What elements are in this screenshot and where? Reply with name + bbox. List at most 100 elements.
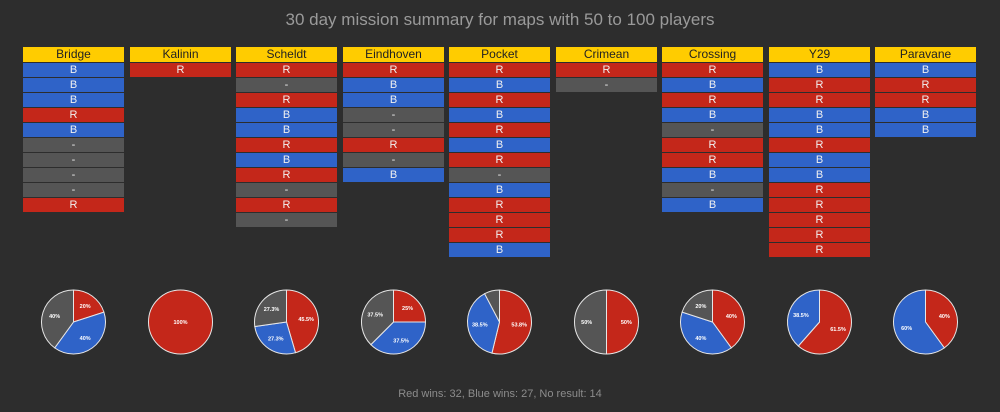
result-cell: R	[23, 197, 124, 212]
result-cell: R	[769, 77, 870, 92]
pie-slice	[254, 289, 287, 328]
result-cell: B	[875, 122, 976, 137]
result-cell: B	[236, 107, 337, 122]
pie-chart-y29: 61.5% 38.5%	[769, 288, 870, 368]
pie-slice	[712, 289, 745, 349]
result-cell: -	[662, 182, 763, 197]
pie-slice-label: 60%	[901, 326, 912, 332]
result-cell: -	[23, 152, 124, 167]
result-cell: B	[875, 62, 976, 77]
pie-slice-label: 37.5%	[393, 338, 409, 344]
pie-chart-scheldt: 45.5% 27.3% 27.3%	[236, 288, 337, 368]
pie-slice	[370, 321, 427, 355]
result-cell: B	[236, 122, 337, 137]
result-cell: -	[343, 122, 444, 137]
page-title: 30 day mission summary for maps with 50 …	[285, 10, 715, 29]
result-cell: -	[23, 137, 124, 152]
result-cell: B	[875, 107, 976, 122]
map-header: Paravane	[875, 47, 976, 62]
map-column-y29: Y29 B R R B B R B B R R R R R	[769, 47, 870, 257]
result-cell: B	[449, 137, 550, 152]
pie-slice	[491, 289, 532, 355]
result-cell: -	[23, 167, 124, 182]
result-cell: R	[769, 197, 870, 212]
pie-slice	[797, 289, 852, 355]
result-cell: -	[236, 77, 337, 92]
pie-slice-label: 37.5%	[367, 312, 383, 318]
result-cell: -	[23, 182, 124, 197]
map-header: Crossing	[662, 47, 763, 62]
result-cell: B	[769, 122, 870, 137]
result-cell: R	[449, 122, 550, 137]
map-header: Pocket	[449, 47, 550, 62]
pie-slice-label: 40%	[939, 314, 950, 320]
result-cell: R	[875, 92, 976, 107]
result-cell: R	[769, 182, 870, 197]
result-cell: B	[769, 167, 870, 182]
pie-slice	[254, 321, 297, 355]
pie-slice	[681, 289, 713, 323]
result-cell: R	[769, 137, 870, 152]
pie-chart-eindhoven: 25% 37.5% 37.5%	[343, 288, 444, 368]
result-cell: R	[449, 152, 550, 167]
map-column-bridge: Bridge B B B R B - - - - R	[23, 47, 124, 212]
pie-slice	[606, 289, 639, 355]
map-column-kalinin: Kalinin R	[130, 47, 231, 77]
result-cell: B	[23, 122, 124, 137]
result-cell: R	[769, 92, 870, 107]
result-cell: B	[662, 77, 763, 92]
result-cell: R	[343, 137, 444, 152]
result-cell: B	[449, 107, 550, 122]
result-cell: R	[130, 62, 231, 77]
result-cell: -	[449, 167, 550, 182]
result-cell: R	[449, 227, 550, 242]
pie-slice	[41, 289, 74, 349]
pie-slice-label: 53.8%	[511, 322, 527, 328]
pie-slice-label: 38.5%	[472, 322, 488, 328]
result-cell: B	[343, 167, 444, 182]
map-column-pocket: Pocket R B R B R B R - B R R R B	[449, 47, 550, 257]
map-column-crossing: Crossing R B R B - R R B - B	[662, 47, 763, 212]
map-header: Bridge	[23, 47, 124, 62]
pie-chart-kalinin: 100%	[130, 288, 231, 368]
map-column-eindhoven: Eindhoven R B B - - R - B	[343, 47, 444, 182]
result-cell: R	[662, 152, 763, 167]
result-cell: R	[23, 107, 124, 122]
result-cell: B	[449, 77, 550, 92]
result-cell: R	[343, 62, 444, 77]
result-cell: B	[662, 107, 763, 122]
pie-slice-label: 50%	[581, 320, 592, 326]
pie-chart-pocket: 53.8% 38.5%	[449, 288, 550, 368]
result-cell: R	[449, 197, 550, 212]
pie-chart-bridge: 20% 40% 40%	[23, 288, 124, 368]
result-cell: B	[23, 77, 124, 92]
map-header: Y29	[769, 47, 870, 62]
result-cell: B	[769, 62, 870, 77]
result-cell: R	[449, 92, 550, 107]
pie-slice-label: 45.5%	[298, 317, 314, 323]
result-cell: B	[769, 107, 870, 122]
pie-slice	[680, 311, 733, 355]
result-cell: -	[343, 107, 444, 122]
result-cell: B	[236, 152, 337, 167]
pie-slice-label: 20%	[80, 304, 91, 310]
map-column-paravane: Paravane B R R B B	[875, 47, 976, 137]
pie-slice	[893, 289, 946, 355]
pie-slice-label: 100%	[173, 320, 187, 326]
result-cell: B	[662, 167, 763, 182]
pie-slice-label: 40%	[726, 314, 737, 320]
result-cell: R	[236, 167, 337, 182]
result-cell: R	[662, 62, 763, 77]
pie-slice-label: 20%	[695, 304, 706, 310]
result-cell: R	[769, 227, 870, 242]
pie-slice-label: 27.3%	[268, 337, 284, 343]
pie-slice	[574, 289, 607, 355]
map-header: Kalinin	[130, 47, 231, 62]
result-cell: B	[343, 77, 444, 92]
result-cell: R	[662, 92, 763, 107]
pie-slice-label: 25%	[402, 306, 413, 312]
result-cell: B	[662, 197, 763, 212]
result-cell: B	[449, 242, 550, 257]
pie-slice	[148, 289, 213, 355]
result-cell: R	[769, 242, 870, 257]
